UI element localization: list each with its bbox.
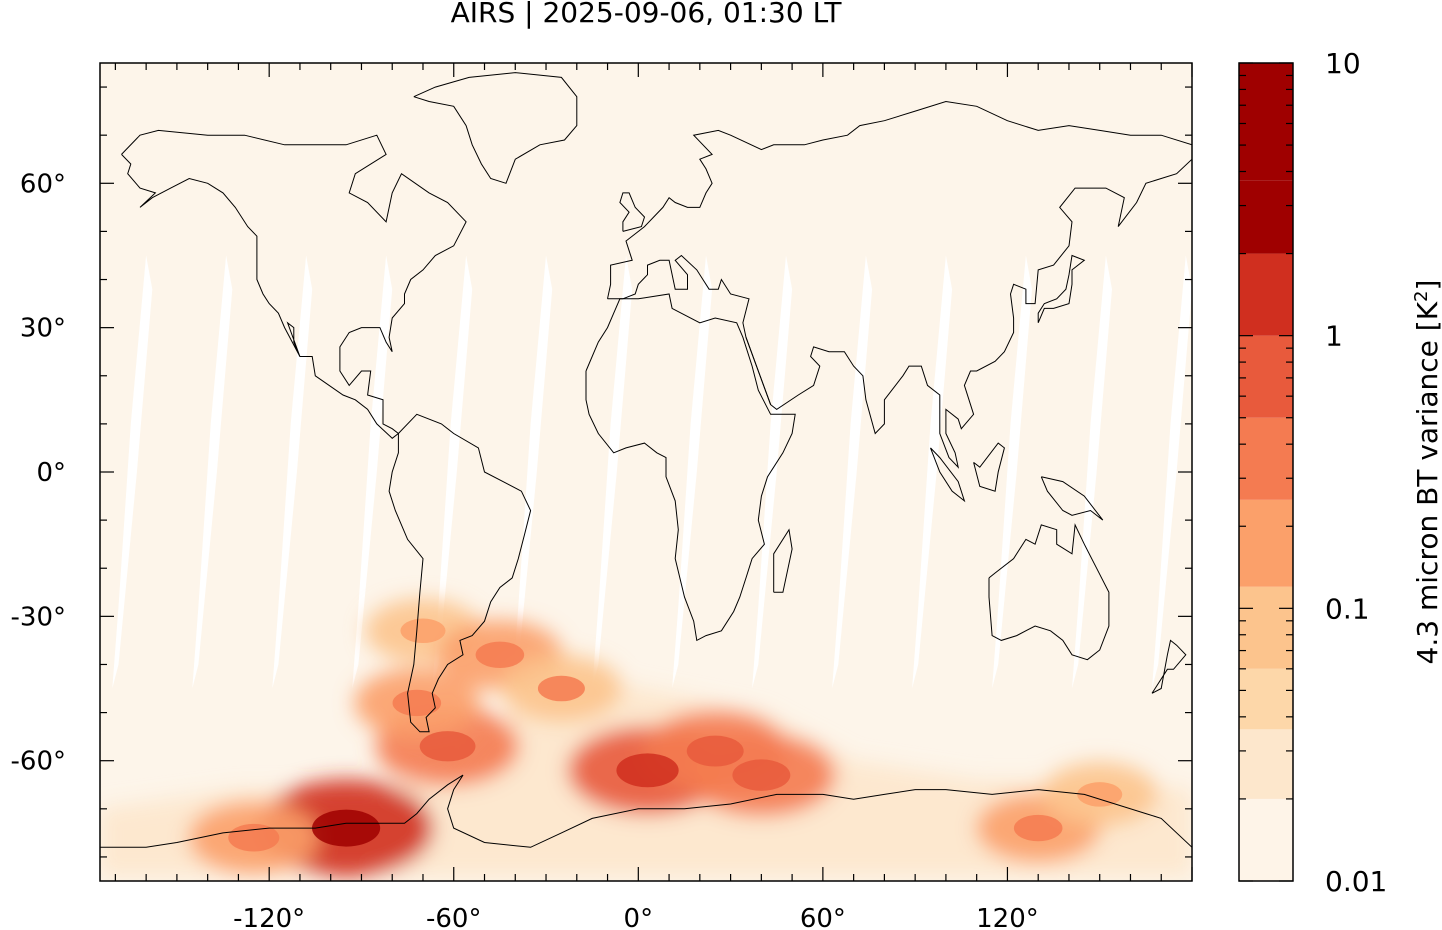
variance-peak — [537, 675, 585, 702]
coastline-indonesia — [930, 447, 966, 503]
colorbar-tick-label: 10 — [1325, 47, 1361, 80]
variance-peak — [475, 641, 525, 669]
colorbar-tick-labels: 10 1 0.1 0.01 — [1325, 47, 1387, 898]
coastline-uk — [619, 192, 646, 232]
coastline-greenland — [413, 72, 578, 184]
coastline-new-zealand — [1151, 639, 1187, 694]
coastline-madagascar — [773, 528, 793, 593]
variance-peak — [419, 731, 476, 762]
colorbar-bin — [1239, 417, 1293, 500]
colorbar-bin — [1239, 668, 1293, 730]
coastline-antarctica — [100, 774, 1192, 848]
variance-peak — [400, 618, 446, 644]
colorbar-tick-label: 0.01 — [1325, 865, 1387, 898]
variance-peak — [616, 753, 679, 788]
x-tick-label: -120° — [233, 904, 305, 930]
variance-peak — [1077, 782, 1123, 807]
coastline-south-america — [388, 413, 532, 733]
map-title: AIRS | 2025-09-06, 01:30 LT — [450, 0, 842, 29]
colorbar — [1238, 62, 1294, 882]
orbit-gap — [1152, 255, 1192, 689]
coastline-arabia-sea — [745, 337, 772, 405]
colorbar-ticks — [1239, 62, 1293, 882]
map-panel — [100, 63, 1192, 881]
orbit-gap — [512, 255, 553, 689]
colorbar-bin — [1239, 586, 1293, 669]
variance-peak — [1013, 814, 1063, 842]
colorbar-bin — [1239, 253, 1293, 336]
map-ticks — [100, 63, 1193, 881]
colorbar-frame — [1238, 62, 1294, 882]
x-tick-label: -60° — [426, 904, 481, 930]
colorbar-label-main: 4.3 micron BT variance [K — [1411, 301, 1442, 664]
variance-peak — [312, 809, 381, 847]
y-tick-label: -30° — [11, 602, 66, 632]
orbit-gap — [112, 255, 153, 689]
y-tick-label: 60° — [20, 169, 66, 199]
colorbar-bin — [1239, 798, 1293, 881]
coastline-borneo — [973, 442, 1005, 492]
variance-peaks — [228, 618, 1123, 852]
orbit-gap — [592, 255, 633, 689]
x-tick-label: 0° — [624, 904, 654, 930]
variance-peak — [686, 735, 744, 767]
orbit-gap — [752, 255, 793, 689]
colorbar-tick-label: 0.1 — [1325, 592, 1370, 625]
coastline-new-guinea — [1040, 476, 1104, 521]
coastline-japan — [1037, 254, 1086, 323]
orbit-gaps — [112, 255, 1192, 689]
colorbar-bin — [1239, 499, 1293, 587]
coastline-australia — [988, 523, 1110, 661]
colorbar-bin — [1239, 335, 1293, 418]
orbit-gap — [992, 255, 1032, 689]
orbit-gap — [192, 255, 233, 689]
orbit-gap — [672, 255, 713, 689]
x-tick-label: 120° — [976, 904, 1039, 930]
y-tick-label: 30° — [20, 314, 66, 344]
orbit-gap — [352, 255, 393, 689]
colorbar-label-close: ] — [1411, 280, 1442, 291]
colorbar-label-sup: 2 — [1411, 290, 1432, 301]
orbit-gap — [272, 255, 313, 689]
x-axis-labels: -120° -60° 0° 60° 120° — [233, 904, 1039, 930]
variance-peak — [732, 759, 791, 791]
coastline-eurasia — [607, 100, 1192, 469]
orbit-gap — [432, 255, 473, 689]
y-tick-label: 0° — [36, 458, 66, 488]
colorbar-bin — [1239, 180, 1293, 254]
colorbar-bin — [1239, 63, 1293, 181]
coastline-africa — [585, 293, 796, 642]
x-tick-label: 60° — [800, 904, 846, 930]
colorbar-axis-label: 4.3 micron BT variance [K2] — [1411, 280, 1442, 665]
coastlines — [100, 72, 1192, 848]
colorbar-bin — [1239, 729, 1293, 799]
y-tick-label: -60° — [11, 747, 66, 777]
orbit-gap — [1072, 255, 1112, 689]
orbit-gap — [912, 255, 953, 689]
variance-peak — [392, 689, 442, 717]
y-axis-labels: 60° 30° 0° -30° -60° — [11, 169, 66, 776]
colorbar-tick-label: 1 — [1325, 320, 1343, 353]
orbit-gap — [832, 255, 873, 689]
coastline-north-america — [121, 129, 467, 439]
